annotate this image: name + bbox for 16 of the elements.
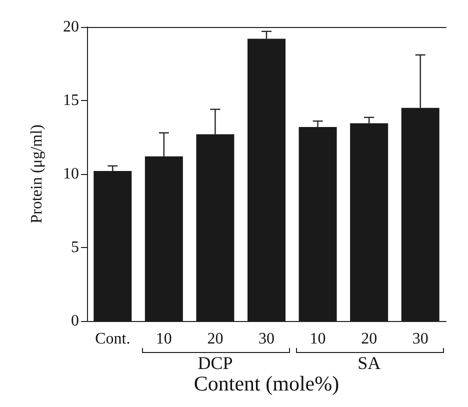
x-axis-title: Content (mole%) [194, 372, 340, 396]
y-tick-label: 10 [63, 166, 79, 182]
x-tick-label: 30 [258, 330, 274, 348]
text: DCP [198, 353, 233, 373]
y-tick-label: 20 [63, 18, 79, 36]
x-tick-label: 10 [310, 330, 326, 348]
y-tick-label: 5 [71, 239, 79, 256]
x-tick-label: Cont. [95, 330, 130, 348]
y-tick-label: 15 [63, 92, 79, 109]
x-tick-label: 30 [412, 330, 428, 348]
x-tick-label: 20 [361, 330, 378, 348]
x-tick-label: 10 [156, 330, 172, 348]
text: SA [358, 353, 381, 373]
y-tick-label: 0 [71, 312, 79, 330]
y-axis-title: Protein (μg/ml) [28, 124, 46, 224]
x-tick-label: 20 [207, 330, 224, 348]
